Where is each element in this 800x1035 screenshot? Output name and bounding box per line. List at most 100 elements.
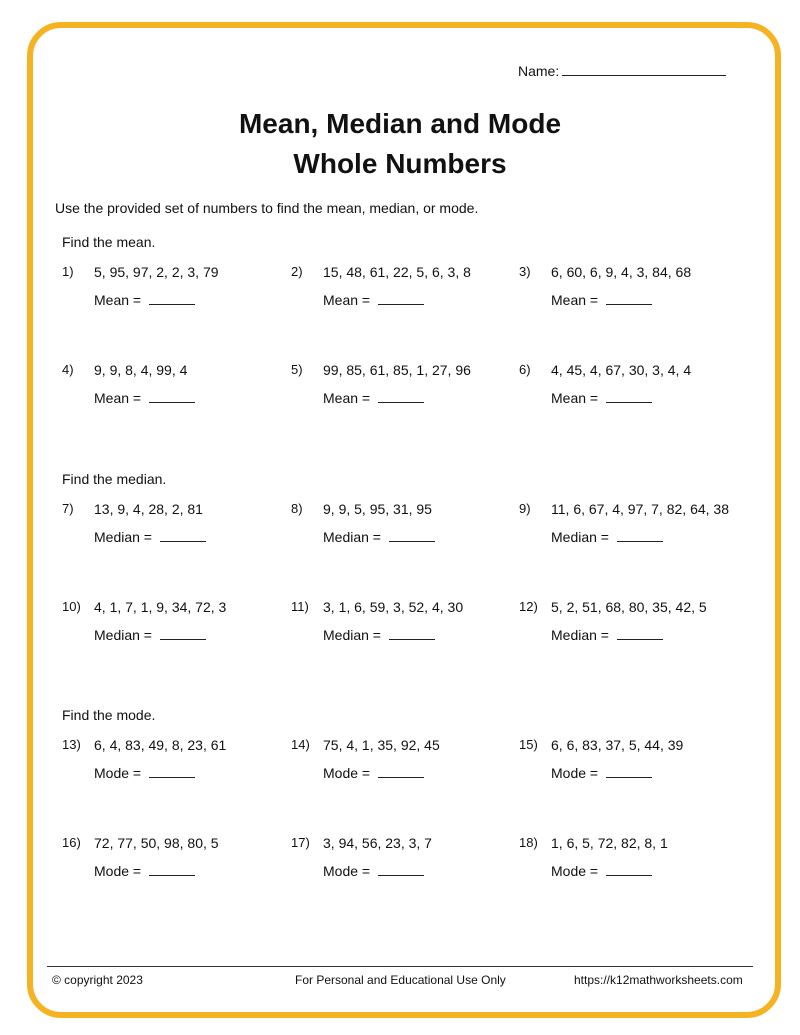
answer-blank[interactable] — [606, 763, 653, 778]
answer-label: Mean = — [94, 390, 142, 406]
answer-field: Median = — [551, 625, 663, 643]
answer-blank[interactable] — [606, 861, 653, 876]
problem-values: 9, 9, 8, 4, 99, 4 — [94, 362, 188, 378]
name-blank[interactable] — [562, 62, 727, 76]
problem-number: 15) — [519, 737, 538, 752]
problem-values: 6, 60, 6, 9, 4, 3, 84, 68 — [551, 264, 692, 280]
problem-number: 11) — [291, 599, 309, 614]
problem-values: 9, 9, 5, 95, 31, 95 — [323, 501, 432, 517]
answer-blank[interactable] — [149, 763, 196, 778]
section-heading: Find the median. — [62, 471, 167, 487]
answer-blank[interactable] — [378, 388, 425, 403]
problem-values: 11, 6, 67, 4, 97, 7, 82, 64, 38 — [551, 501, 729, 517]
problem-number: 17) — [291, 835, 310, 850]
problem-values: 99, 85, 61, 85, 1, 27, 96 — [323, 362, 471, 378]
problem-number: 8) — [291, 501, 303, 516]
answer-label: Median = — [551, 627, 609, 643]
problem-values: 75, 4, 1, 35, 92, 45 — [323, 737, 440, 753]
answer-field: Mean = — [551, 290, 653, 308]
problem-values: 4, 45, 4, 67, 30, 3, 4, 4 — [551, 362, 692, 378]
answer-label: Mean = — [551, 292, 599, 308]
answer-label: Mode = — [323, 863, 371, 879]
problem-number: 7) — [62, 501, 74, 516]
answer-field: Mode = — [94, 861, 196, 879]
answer-label: Mode = — [551, 863, 599, 879]
answer-blank[interactable] — [159, 527, 206, 542]
answer-label: Mode = — [94, 863, 142, 879]
answer-blank[interactable] — [388, 527, 435, 542]
answer-label: Mean = — [94, 292, 142, 308]
answer-blank[interactable] — [149, 861, 196, 876]
problem-number: 4) — [62, 362, 74, 377]
page-subtitle: Whole Numbers — [293, 148, 507, 179]
answer-field: Mode = — [551, 763, 653, 781]
answer-blank[interactable] — [378, 861, 425, 876]
answer-blank[interactable] — [159, 625, 206, 640]
answer-blank[interactable] — [616, 527, 663, 542]
problem-number: 18) — [519, 835, 538, 850]
section-heading: Find the mode. — [62, 707, 156, 723]
instructions: Use the provided set of numbers to find … — [55, 200, 479, 216]
answer-label: Mode = — [323, 765, 371, 781]
problem-values: 72, 77, 50, 98, 80, 5 — [94, 835, 219, 851]
problem-values: 6, 4, 83, 49, 8, 23, 61 — [94, 737, 227, 753]
answer-field: Mode = — [551, 861, 653, 879]
answer-blank[interactable] — [606, 388, 653, 403]
answer-field: Median = — [94, 625, 206, 643]
problem-values: 6, 6, 83, 37, 5, 44, 39 — [551, 737, 684, 753]
answer-label: Mode = — [94, 765, 142, 781]
problem-number: 9) — [519, 501, 531, 516]
problem-number: 14) — [291, 737, 310, 752]
answer-field: Mean = — [94, 290, 196, 308]
answer-label: Median = — [323, 627, 381, 643]
answer-field: Mode = — [323, 763, 425, 781]
answer-field: Mean = — [551, 388, 653, 406]
answer-blank[interactable] — [616, 625, 663, 640]
answer-field: Mean = — [323, 290, 425, 308]
answer-blank[interactable] — [606, 290, 653, 305]
answer-label: Mean = — [323, 390, 371, 406]
problem-number: 6) — [519, 362, 531, 377]
answer-blank[interactable] — [388, 625, 435, 640]
footer-url: https://k12mathworksheets.com — [574, 973, 743, 987]
name-field: Name: — [518, 62, 727, 79]
problem-number: 13) — [62, 737, 81, 752]
answer-field: Median = — [94, 527, 206, 545]
answer-blank[interactable] — [149, 388, 196, 403]
page-title: Mean, Median and Mode — [238, 108, 562, 139]
answer-label: Median = — [94, 529, 152, 545]
problem-values: 1, 6, 5, 72, 82, 8, 1 — [551, 835, 668, 851]
answer-label: Median = — [323, 529, 381, 545]
answer-label: Mean = — [323, 292, 371, 308]
footer-usage: For Personal and Educational Use Only — [295, 973, 506, 987]
problem-number: 10) — [62, 599, 81, 614]
page-border — [27, 22, 781, 1018]
answer-field: Mode = — [94, 763, 196, 781]
name-label: Name: — [518, 63, 560, 79]
problem-values: 3, 1, 6, 59, 3, 52, 4, 30 — [323, 599, 464, 615]
problem-number: 16) — [62, 835, 81, 850]
problem-number: 5) — [291, 362, 303, 377]
problem-values: 13, 9, 4, 28, 2, 81 — [94, 501, 203, 517]
answer-field: Median = — [323, 625, 435, 643]
answer-blank[interactable] — [378, 763, 425, 778]
problem-values: 3, 94, 56, 23, 3, 7 — [323, 835, 432, 851]
problem-values: 5, 95, 97, 2, 2, 3, 79 — [94, 264, 219, 280]
answer-label: Mean = — [551, 390, 599, 406]
answer-field: Mean = — [323, 388, 425, 406]
problem-values: 4, 1, 7, 1, 9, 34, 72, 3 — [94, 599, 227, 615]
answer-field: Median = — [551, 527, 663, 545]
section-heading: Find the mean. — [62, 234, 156, 250]
footer-copyright: © copyright 2023 — [52, 973, 143, 987]
problem-number: 1) — [62, 264, 74, 279]
problem-number: 3) — [519, 264, 531, 279]
answer-blank[interactable] — [378, 290, 425, 305]
problem-values: 15, 48, 61, 22, 5, 6, 3, 8 — [323, 264, 471, 280]
answer-field: Mean = — [94, 388, 196, 406]
problem-number: 12) — [519, 599, 538, 614]
problem-number: 2) — [291, 264, 303, 279]
footer-divider — [47, 966, 753, 967]
answer-blank[interactable] — [149, 290, 196, 305]
answer-label: Median = — [94, 627, 152, 643]
answer-label: Median = — [551, 529, 609, 545]
